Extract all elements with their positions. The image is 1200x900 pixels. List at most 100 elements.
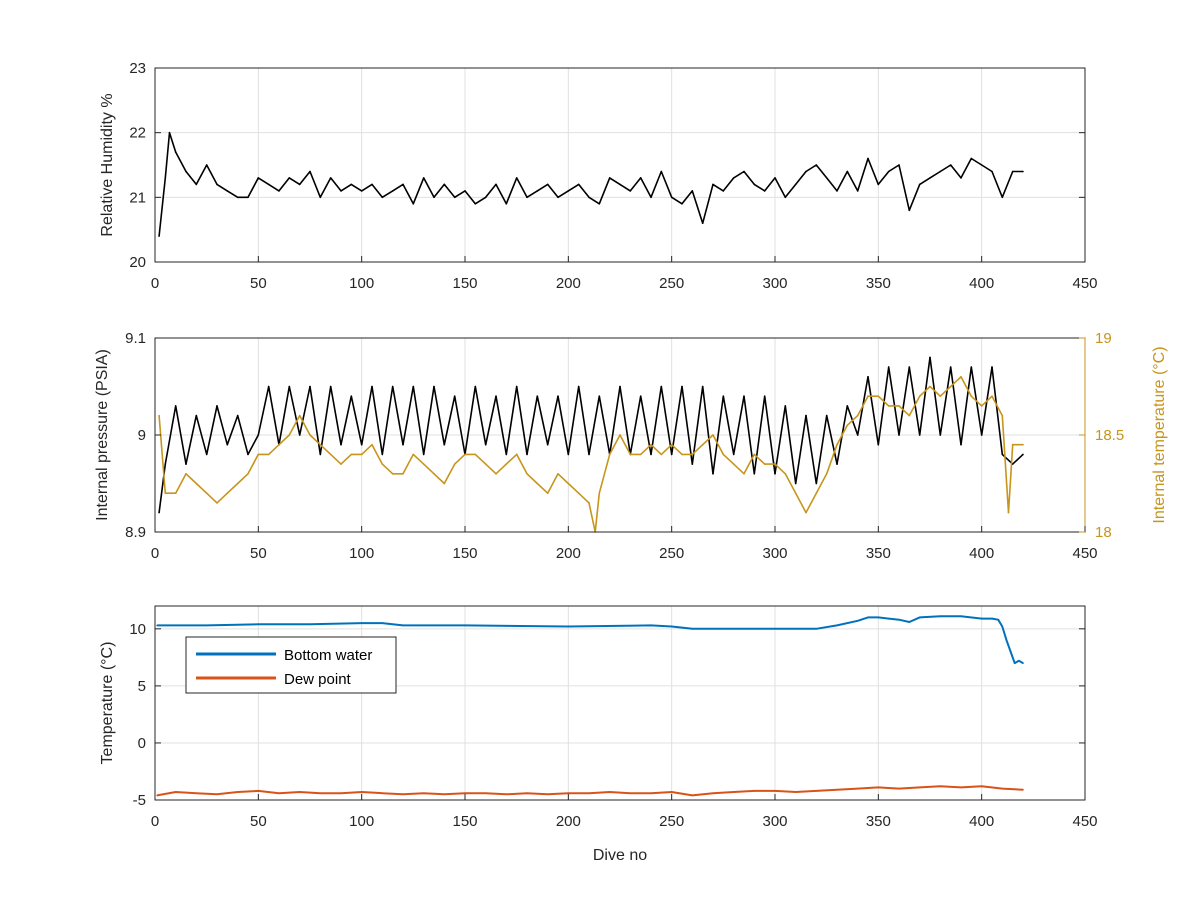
data-point-series-0 — [815, 482, 818, 485]
data-point-series-1 — [670, 443, 673, 446]
data-point-series-0 — [722, 190, 725, 192]
y-tick-label: 10 — [129, 621, 146, 638]
data-point-series-0 — [763, 395, 766, 398]
data-point-series-0 — [681, 385, 683, 388]
data-point-series-0 — [422, 453, 425, 456]
data-point-series-0 — [908, 366, 911, 368]
data-point-series-1 — [681, 453, 683, 456]
data-point-series-0 — [288, 385, 291, 388]
x-tick-label: 200 — [556, 545, 581, 562]
data-point-series-0 — [402, 443, 404, 446]
data-point-series-0 — [577, 385, 580, 388]
data-point-series-0 — [929, 356, 931, 359]
panel-temperature-xlabel: Dive no — [593, 847, 647, 864]
series-line-bottom-water — [157, 615, 1024, 665]
data-point-series-1 — [660, 453, 663, 456]
data-point-series-0 — [639, 177, 642, 179]
data-point-series-1 — [712, 434, 714, 436]
data-point-series-0 — [753, 473, 756, 475]
data-point-dew-point — [794, 791, 797, 793]
data-point-series-0 — [319, 453, 322, 456]
data-point-series-0 — [918, 183, 921, 186]
data-point-dew-point — [588, 792, 590, 794]
data-point-series-1 — [484, 463, 487, 465]
data-point-series-0 — [247, 453, 249, 456]
data-point-bottom-water — [670, 625, 673, 628]
data-point-series-1 — [546, 492, 549, 495]
data-point-series-0 — [298, 183, 301, 186]
data-point-series-1 — [536, 482, 539, 485]
data-point-series-0 — [588, 453, 590, 456]
data-point-series-0 — [887, 170, 890, 173]
data-point-series-1 — [887, 405, 890, 407]
data-point-bottom-water — [309, 623, 311, 626]
data-point-series-0 — [360, 190, 363, 192]
data-point-bottom-water — [464, 624, 466, 627]
y-tick-label-right: 19 — [1095, 330, 1112, 347]
data-point-series-0 — [257, 177, 260, 179]
data-point-series-1 — [794, 492, 797, 495]
data-point-series-0 — [443, 443, 446, 446]
data-point-bottom-water — [980, 617, 983, 620]
x-tick-label: 350 — [866, 275, 891, 292]
data-point-bottom-water — [691, 628, 694, 630]
data-point-series-0 — [443, 183, 446, 186]
data-point-series-0 — [887, 366, 890, 368]
data-point-series-0 — [877, 443, 880, 446]
data-point-dew-point — [236, 791, 239, 793]
data-point-dew-point — [918, 786, 921, 789]
data-point-dew-point — [464, 792, 466, 794]
data-point-series-1 — [784, 473, 787, 475]
data-point-series-0 — [391, 385, 394, 388]
data-point-series-0 — [505, 453, 508, 456]
data-point-series-0 — [856, 434, 859, 436]
data-point-dew-point — [980, 785, 983, 788]
data-point-series-1 — [960, 376, 962, 378]
data-point-bottom-water — [732, 628, 735, 630]
data-point-series-1 — [701, 443, 704, 446]
data-point-series-1 — [836, 443, 838, 446]
data-point-series-0 — [650, 196, 652, 199]
data-point-series-0 — [298, 434, 301, 436]
data-point-series-0 — [288, 177, 291, 179]
x-tick-label: 150 — [452, 545, 477, 562]
data-point-series-0 — [1022, 453, 1024, 456]
x-tick-label: 400 — [969, 545, 994, 562]
data-point-series-0 — [815, 164, 818, 166]
data-point-series-0 — [867, 157, 869, 160]
data-point-series-0 — [195, 183, 198, 186]
data-point-series-1 — [391, 473, 394, 475]
data-point-series-0 — [660, 170, 663, 173]
data-point-dew-point — [732, 791, 735, 793]
panel-pressure-plot-area — [158, 356, 1024, 533]
data-point-series-1 — [608, 453, 611, 456]
x-tick-label: 450 — [1072, 545, 1097, 562]
data-point-series-0 — [598, 395, 601, 398]
panel-temperature-grid — [155, 606, 1085, 800]
data-point-dew-point — [402, 793, 404, 796]
data-point-series-0 — [340, 190, 342, 192]
data-point-series-0 — [805, 170, 807, 173]
data-point-series-0 — [619, 385, 621, 388]
data-point-series-0 — [484, 196, 487, 199]
data-point-series-1 — [691, 453, 694, 456]
data-point-dew-point — [608, 791, 611, 793]
data-point-series-0 — [577, 183, 580, 186]
data-point-series-0 — [846, 170, 849, 173]
y-tick-label: 0 — [138, 735, 146, 752]
data-point-dew-point — [877, 786, 880, 789]
data-point-series-0 — [598, 203, 601, 205]
data-point-series-0 — [340, 443, 342, 446]
data-point-series-1 — [557, 473, 559, 475]
x-tick-label: 300 — [762, 813, 787, 830]
data-point-series-0 — [825, 414, 828, 417]
data-point-bottom-water — [867, 616, 869, 619]
data-point-bottom-water — [257, 623, 260, 626]
x-tick-label: 50 — [250, 275, 267, 292]
panel-humidity-axes-box — [154, 67, 1086, 263]
data-point-series-1 — [185, 473, 187, 475]
data-point-series-0 — [856, 190, 859, 192]
data-point-series-0 — [360, 443, 363, 446]
y-tick-label-right: 18.5 — [1095, 427, 1124, 444]
data-point-series-1 — [619, 434, 621, 436]
